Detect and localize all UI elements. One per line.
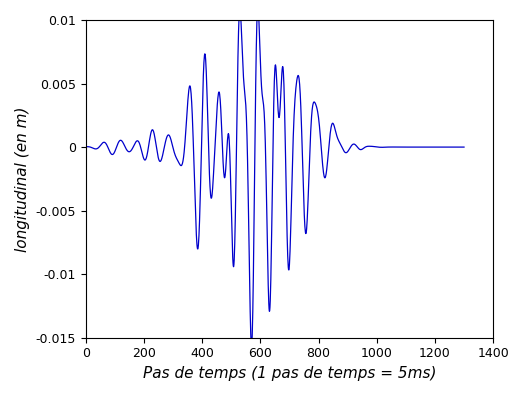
X-axis label: Pas de temps (1 pas de temps = 5ms): Pas de temps (1 pas de temps = 5ms): [143, 366, 436, 381]
Y-axis label: longitudinal (en m): longitudinal (en m): [15, 106, 30, 251]
